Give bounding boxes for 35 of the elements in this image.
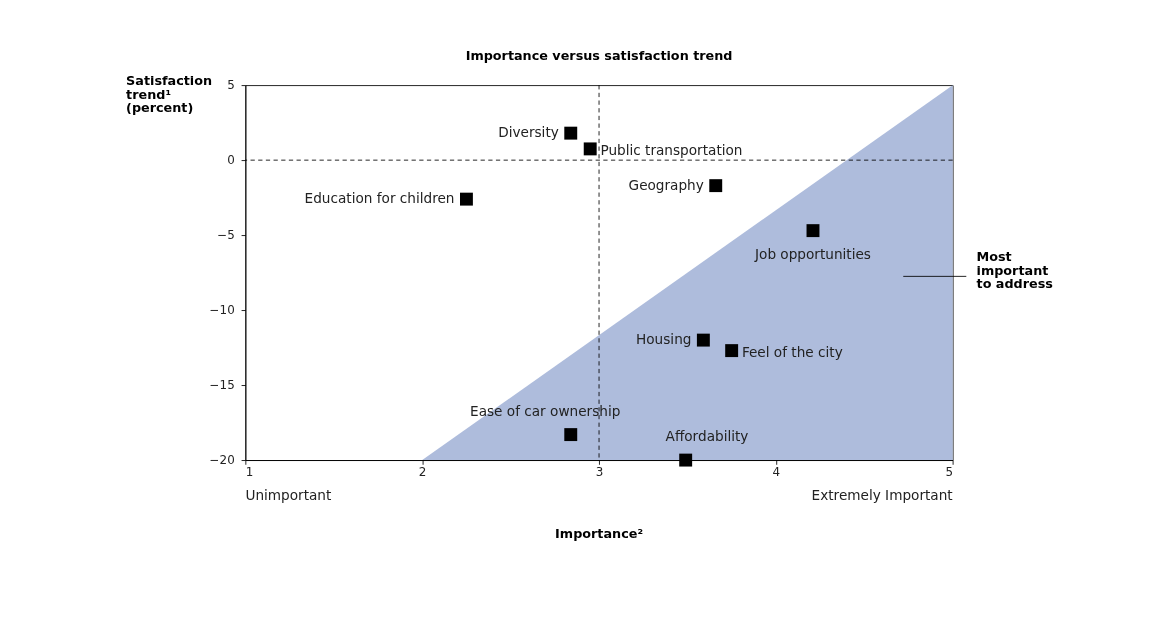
x-tick-label: 2 [418,464,427,479]
x-axis-title: Importance² [555,525,643,541]
y-tick-label: 0 [227,152,235,167]
y-tick-label: −20 [209,452,235,467]
annotation: Diversity [498,124,559,141]
point [709,179,723,193]
text: Most important to address [976,249,1053,292]
annotation: Feel of the city [741,343,843,360]
point [564,126,578,140]
point [679,453,693,467]
x-tick-label: 4 [772,464,781,479]
point [564,428,578,442]
chart-title: Importance versus satisfaction trend [465,48,733,64]
y-tick-label: −10 [209,302,235,317]
annotation: Job opportunities [754,245,871,262]
text: Unimportant [245,487,332,504]
annotation: Affordability [665,428,749,445]
annotation: Public transportation [600,141,743,158]
annotation: Ease of car ownership [470,402,621,419]
point [459,192,473,206]
point [725,344,739,358]
point [696,333,710,347]
x-tick-label: 3 [595,464,604,479]
annotation: Housing [636,331,692,348]
y-axis-title: Satisfaction trend¹ (percent) [126,73,213,116]
annotation: Geography [628,176,704,193]
y-tick-label: −15 [209,377,235,392]
text: Extremely Important [811,487,954,504]
x-tick-label: 5 [945,464,954,479]
point [583,142,597,156]
x-tick-label: 1 [245,464,254,479]
y-tick-label: −5 [217,227,235,242]
annotation: Education for children [304,190,455,207]
y-tick-label: 5 [227,77,235,92]
point [806,224,820,238]
